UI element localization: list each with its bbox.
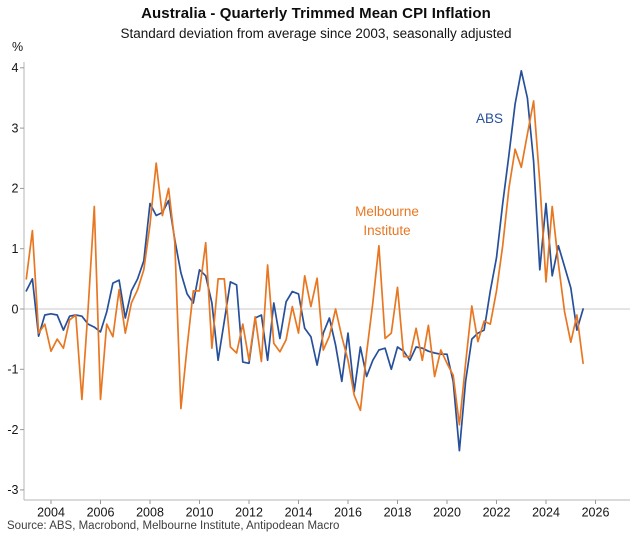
y-tick-label: -1 — [7, 363, 18, 377]
y-tick-label: 1 — [12, 242, 19, 256]
chart-subtitle: Standard deviation from average since 20… — [120, 26, 512, 41]
x-tick-label: 2010 — [186, 506, 214, 520]
y-axis-unit-label: % — [12, 40, 24, 54]
x-tick-label: 2014 — [285, 506, 313, 520]
series-line-melbourne-institute — [25, 100, 584, 426]
x-tick-label: 2008 — [136, 506, 164, 520]
y-tick-label: 4 — [12, 61, 19, 75]
x-tick-label: 2016 — [334, 506, 362, 520]
y-tick-label: 3 — [12, 121, 19, 135]
series-label-abs: ABS — [476, 111, 504, 126]
series-line-abs — [25, 69, 584, 452]
x-tick-label: 2026 — [582, 506, 610, 520]
y-tick-label: 2 — [12, 182, 19, 196]
x-tick-label: 2004 — [37, 506, 65, 520]
series-label-melbourne-institute: Melbourne Institute — [355, 204, 419, 238]
y-tick-label: -3 — [7, 483, 18, 497]
y-tick-label: 0 — [12, 302, 19, 316]
x-tick-label: 2022 — [483, 506, 511, 520]
y-tick-label: -2 — [7, 423, 18, 437]
chart-title: Australia - Quarterly Trimmed Mean CPI I… — [141, 5, 491, 22]
source-note: Source: ABS, Macrobond, Melbourne Instit… — [7, 520, 340, 532]
x-tick-label: 2012 — [235, 506, 263, 520]
x-tick-label: 2020 — [433, 506, 461, 520]
x-tick-label: 2006 — [87, 506, 115, 520]
x-tick-label: 2024 — [532, 506, 560, 520]
x-tick-label: 2018 — [384, 506, 412, 520]
